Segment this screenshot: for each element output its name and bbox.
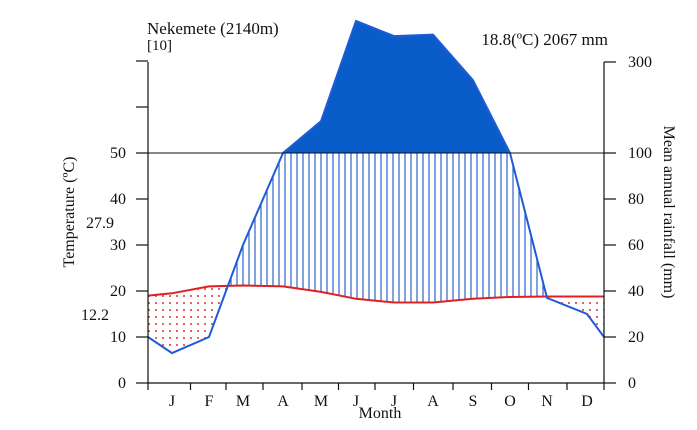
right-tick-label: 100: [628, 145, 652, 162]
years-label: [10]: [147, 38, 172, 54]
left-tick-label: 40: [110, 191, 126, 208]
left-tick-label: 30: [110, 237, 126, 254]
right-tick-label: 60: [628, 237, 644, 254]
month-label: M: [236, 393, 250, 410]
side-label-12-2: 12.2: [81, 307, 109, 324]
month-label: J: [353, 393, 359, 410]
x-axis-title: Month: [359, 405, 402, 422]
arid-period-area: [148, 285, 228, 354]
station-title: Nekemete (2140m): [147, 19, 279, 38]
left-tick-label: 20: [110, 283, 126, 300]
month-label: O: [504, 393, 516, 410]
left-tick-label: 50: [110, 145, 126, 162]
rainfall-line: [147, 19, 605, 355]
side-label-27-9: 27.9: [86, 215, 114, 232]
right-tick-label: 80: [628, 191, 644, 208]
month-label: J: [169, 393, 175, 410]
humid-period-area: [228, 153, 547, 303]
month-label: M: [314, 393, 328, 410]
month-label: N: [541, 393, 553, 410]
month-label: A: [277, 393, 289, 410]
left-axis-title: Temperature (ºC): [61, 157, 78, 268]
right-tick-label: 300: [628, 54, 652, 71]
month-label: F: [205, 393, 214, 410]
month-label: S: [469, 393, 478, 410]
perhumid-period-area: [283, 21, 510, 153]
left-tick-label: 10: [110, 329, 126, 346]
right-tick-label: 20: [628, 329, 644, 346]
arid-period-area: [547, 296, 604, 337]
right-axis-title: Mean annual rainfall (mm): [660, 126, 677, 299]
temperature-line: [147, 284, 604, 304]
left-tick-label: 0: [118, 375, 126, 392]
month-label: D: [581, 393, 593, 410]
right-tick-label: 40: [628, 283, 644, 300]
month-label: J: [391, 393, 397, 410]
annual-summary: 18.8(ºC) 2067 mm: [481, 30, 608, 49]
month-label: A: [427, 393, 439, 410]
right-tick-label: 0: [628, 375, 636, 392]
